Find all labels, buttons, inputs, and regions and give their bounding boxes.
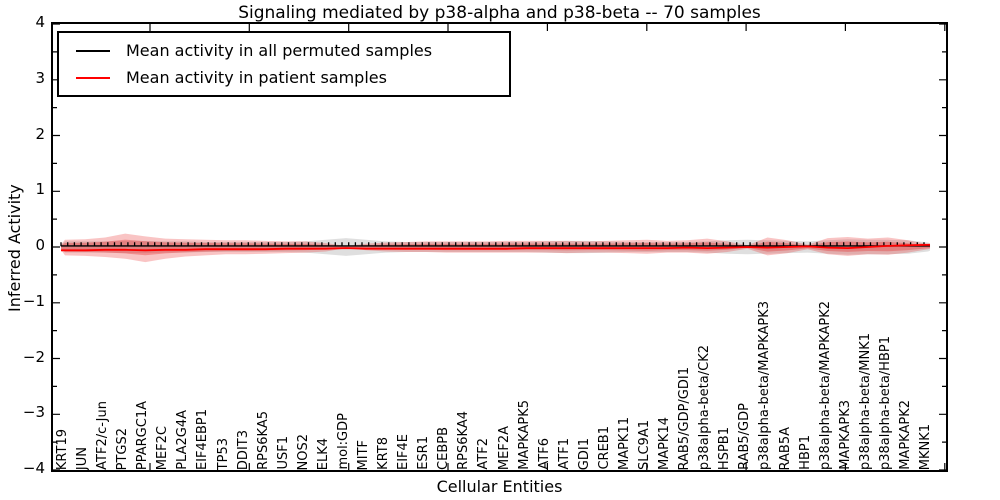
permuted-spread-band [61, 238, 931, 256]
x-tick-label: p38alpha-beta/MAPKAPK3 [757, 301, 773, 470]
legend-label: Mean activity in patient samples [126, 68, 387, 87]
x-tick-label: mol:GDP [335, 413, 351, 470]
x-tick-label: SLC9A1 [637, 419, 653, 470]
black-line-sample-icon [76, 49, 110, 52]
x-tick-label: MAPKAPK5 [516, 400, 532, 470]
x-tick-label: JUN [75, 446, 91, 470]
x-tick-label: PTGS2 [115, 427, 131, 470]
x-tick-label: ESR1 [416, 436, 432, 470]
x-tick-label: ATF2 [476, 438, 492, 470]
x-tick-label: USF1 [275, 436, 291, 470]
x-tick-label: HBP1 [797, 435, 813, 470]
x-tick-label: KRT8 [376, 437, 392, 470]
x-tick-label: CEBPB [436, 427, 452, 470]
legend: Mean activity in all permuted samples Me… [57, 31, 511, 97]
x-tick-label: RPS6KA5 [255, 411, 271, 470]
x-tick-label: PLA2G4A [175, 410, 191, 470]
legend-entry-permuted: Mean activity in all permuted samples [59, 41, 509, 60]
x-tick-label: RAB5A [777, 426, 793, 470]
x-axis-label: Cellular Entities [436, 477, 563, 496]
x-tick-label: RPS6KA4 [456, 411, 472, 470]
x-tick-label: MAPK11 [616, 416, 632, 470]
permuted-mean-markers [60, 242, 925, 247]
plot-area [51, 22, 948, 472]
plot-svg [53, 24, 946, 470]
x-tick-label: p38alpha-beta/MNK1 [857, 333, 873, 470]
x-tick-label: HSPB1 [717, 426, 733, 470]
x-tick-label: RAB5/GDP [737, 403, 753, 470]
x-tick-label: MAPKAPK3 [837, 400, 853, 470]
x-tick-label: ATF2/c-Jun [95, 401, 111, 470]
x-tick-label: MAPK14 [657, 416, 673, 470]
x-tick-label: RAB5/GDP/GDI1 [677, 366, 693, 470]
y-tick-label: 2 [35, 124, 45, 143]
x-tick-label: DDIT3 [235, 429, 251, 470]
patient-mean-line [61, 243, 931, 252]
x-tick-label: KRT19 [55, 428, 70, 470]
x-tick-label: ATF6 [536, 438, 552, 470]
x-tick-label: EIF4E [396, 433, 412, 470]
x-tick-label: MEF2C [155, 425, 171, 470]
x-tick-label: MKNK1 [918, 423, 933, 470]
x-tick-label: ATF1 [556, 438, 572, 470]
x-tick-label: NOS2 [295, 433, 311, 470]
legend-label: Mean activity in all permuted samples [126, 41, 433, 60]
x-tick-label: p38alpha-beta/MAPKAPK2 [817, 301, 833, 470]
x-tick-label: p38alpha-beta/CK2 [697, 344, 713, 470]
y-tick-label: 0 [35, 236, 45, 254]
chart-title: Signaling mediated by p38-alpha and p38-… [238, 3, 761, 23]
x-tick-label: MAPKAPK2 [897, 400, 913, 470]
y-tick-label: −2 [22, 347, 45, 366]
y-tick-label: −3 [22, 403, 45, 422]
y-tick-label: −1 [22, 291, 45, 310]
x-tick-label: TP53 [215, 437, 231, 470]
red-line-sample-icon [76, 76, 110, 79]
x-tick-label: GDI1 [576, 437, 592, 470]
x-tick-label: PPARGC1A [135, 400, 151, 470]
y-tick-label: 4 [35, 13, 45, 31]
x-tick-label: CREB1 [596, 426, 612, 470]
x-tick-label: MITF [356, 439, 372, 470]
x-tick-label: EIF4EBP1 [195, 408, 211, 470]
y-tick-label: 3 [35, 68, 45, 87]
y-tick-label: 1 [35, 180, 45, 199]
legend-entry-patient: Mean activity in patient samples [59, 68, 509, 87]
y-tick-label: −4 [22, 459, 45, 477]
axis-ticks [53, 24, 946, 470]
patient-spread-band-inner [61, 239, 931, 256]
x-tick-label: MEF2A [496, 425, 512, 470]
x-tick-label: p38alpha-beta/HBP1 [877, 335, 893, 470]
x-tick-label: ELK4 [315, 437, 331, 470]
